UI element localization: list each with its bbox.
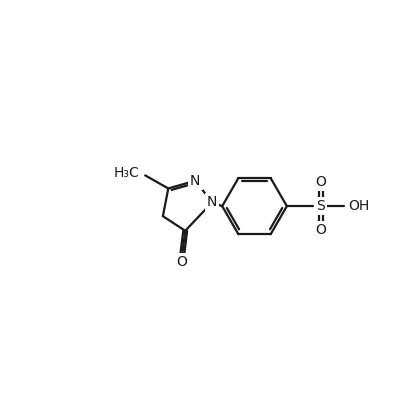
Text: N: N [190, 174, 200, 188]
Text: N: N [206, 196, 217, 209]
Text: S: S [316, 199, 324, 213]
Text: O: O [315, 223, 325, 237]
Text: O: O [176, 255, 187, 270]
Text: O: O [315, 175, 325, 189]
Text: H₃C: H₃C [114, 166, 140, 180]
Text: OH: OH [348, 199, 369, 213]
